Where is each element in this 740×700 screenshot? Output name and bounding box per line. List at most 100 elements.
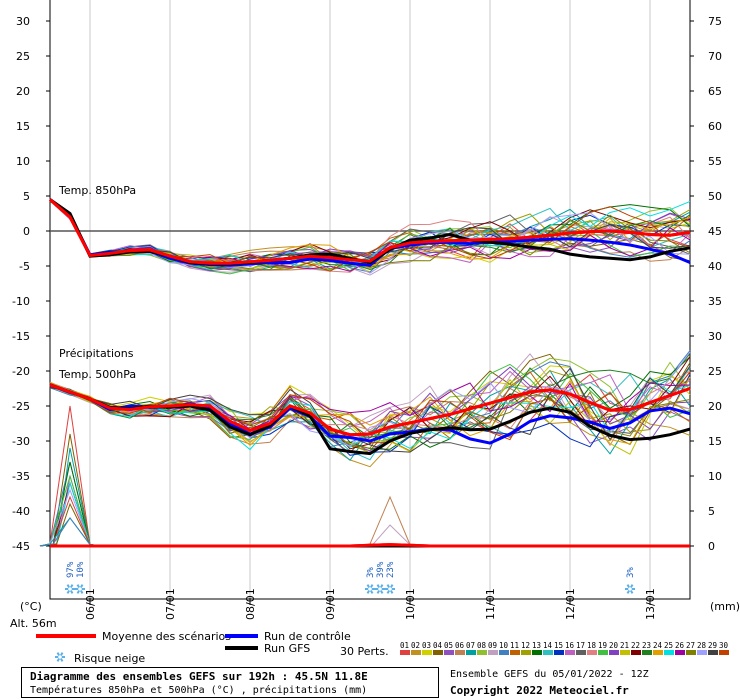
pert-color-swatch [631, 650, 641, 655]
legend-mean: Moyenne des scénarios [102, 630, 231, 643]
snow-risk-percent: 3% [626, 567, 636, 578]
right-tick-label: 45 [708, 225, 722, 238]
pert-number: 03 [422, 641, 431, 650]
chart-caption-title: Diagramme des ensembles GEFS sur 192h : … [30, 670, 368, 683]
right-tick-label: 55 [708, 155, 722, 168]
pert-color-swatch [598, 650, 608, 655]
left-tick-label: -10 [12, 295, 30, 308]
pert-number: 29 [708, 641, 717, 650]
left-tick-label: 0 [23, 225, 30, 238]
snow-risk-percent: 3% [366, 567, 376, 578]
pert-color-swatch [411, 650, 421, 655]
pert-number: 27 [686, 641, 695, 650]
pert-number: 06 [455, 641, 465, 650]
pert-color-swatch [565, 650, 575, 655]
pert-color-swatch [675, 650, 685, 655]
snowflake-icon [375, 584, 385, 594]
right-tick-label: 15 [708, 435, 722, 448]
pert-color-swatch [477, 650, 487, 655]
pert-color-swatch [455, 650, 465, 655]
snow-risk-percent: 39% [376, 561, 386, 578]
right-axis-unit: (mm) [710, 600, 740, 613]
chart-caption-box: Diagramme des ensembles GEFS sur 192h : … [21, 667, 439, 698]
pert-color-swatch [697, 650, 707, 655]
right-tick-label: 60 [708, 120, 722, 133]
legend-snow: Risque neige [74, 652, 145, 665]
right-tick-label: 10 [708, 470, 722, 483]
x-tick-label: 12/01 [564, 588, 577, 620]
x-tick-label: 09/01 [324, 588, 337, 620]
pert-number: 15 [554, 641, 563, 650]
pert-number: 13 [532, 641, 541, 650]
snowflake-icon [625, 584, 635, 594]
pert-number: 01 [400, 641, 409, 650]
pert-color-swatch [554, 650, 564, 655]
pert-number: 22 [631, 641, 640, 650]
left-tick-label: -25 [12, 400, 30, 413]
left-tick-label: -35 [12, 470, 30, 483]
pert-number: 25 [664, 641, 673, 650]
ensemble-t500-line [49, 371, 691, 444]
pert-number: 05 [444, 641, 453, 650]
pert-number: 18 [587, 641, 597, 650]
pert-color-swatch [642, 650, 652, 655]
right-tick-label: 25 [708, 365, 722, 378]
snowflake-icon [365, 584, 375, 594]
x-tick-label: 11/01 [484, 588, 497, 620]
pert-color-swatch [620, 650, 630, 655]
plot-frame [49, 0, 691, 600]
left-tick-label: 15 [16, 120, 30, 133]
ensemble-t500-line [49, 353, 691, 440]
snow-risk-percent: 10% [76, 561, 86, 578]
pert-number: 24 [653, 641, 663, 650]
left-tick-label: -45 [12, 540, 30, 553]
left-tick-label: 30 [16, 15, 30, 28]
pert-number: 17 [576, 641, 585, 650]
label-temp-850: Temp. 850hPa [58, 184, 136, 197]
pert-number: 16 [565, 641, 575, 650]
pert-color-swatch [422, 650, 432, 655]
pert-number: 28 [697, 641, 707, 650]
right-tick-label: 0 [708, 540, 715, 553]
pert-color-swatch [576, 650, 586, 655]
snow-risk-percent: 23% [386, 561, 396, 578]
pert-color-swatch [719, 650, 729, 655]
right-tick-label: 30 [708, 330, 722, 343]
ensemble-t850-line [49, 200, 691, 274]
ensemble-t500-line [49, 384, 691, 468]
pert-color-swatch [708, 650, 718, 655]
x-tick-label: 07/01 [164, 588, 177, 620]
mean-precip-line-top [50, 543, 690, 548]
pert-color-swatch [587, 650, 597, 655]
ensemble-t500-line [49, 356, 691, 450]
snow-risk-percent: 97% [66, 561, 76, 578]
pert-color-swatch [499, 650, 509, 655]
pert-color-swatch [609, 650, 619, 655]
chart-caption-subtitle: Températures 850hPa et 500hPa (°C) , pré… [30, 685, 368, 696]
pert-number: 12 [521, 641, 530, 650]
right-tick-label: 35 [708, 295, 722, 308]
left-tick-label: -30 [12, 435, 30, 448]
pert-number: 07 [466, 641, 475, 650]
pert-number: 26 [675, 641, 685, 650]
x-tick-label: 10/01 [404, 588, 417, 620]
pert-color-swatch [532, 650, 542, 655]
pert-number: 09 [488, 641, 497, 650]
snowflake-icon [75, 584, 85, 594]
pert-color-swatch [543, 650, 553, 655]
ensemble-t500-line [49, 384, 691, 449]
x-tick-label: 13/01 [644, 588, 657, 620]
legend-gfs: Run GFS [264, 642, 310, 655]
legend-control: Run de contrôle [264, 630, 351, 643]
left-tick-label: -40 [12, 505, 30, 518]
pert-color-swatch [521, 650, 531, 655]
copyright: Copyright 2022 Meteociel.fr [450, 684, 629, 697]
right-tick-label: 70 [708, 50, 722, 63]
left-tick-label: 20 [16, 85, 30, 98]
right-tick-label: 65 [708, 85, 722, 98]
x-tick-label: 06/01 [84, 588, 97, 620]
right-tick-label: 40 [708, 260, 722, 273]
snowflake-icon [65, 584, 75, 594]
right-tick-label: 75 [708, 15, 722, 28]
snow-legend-icon [55, 652, 65, 662]
